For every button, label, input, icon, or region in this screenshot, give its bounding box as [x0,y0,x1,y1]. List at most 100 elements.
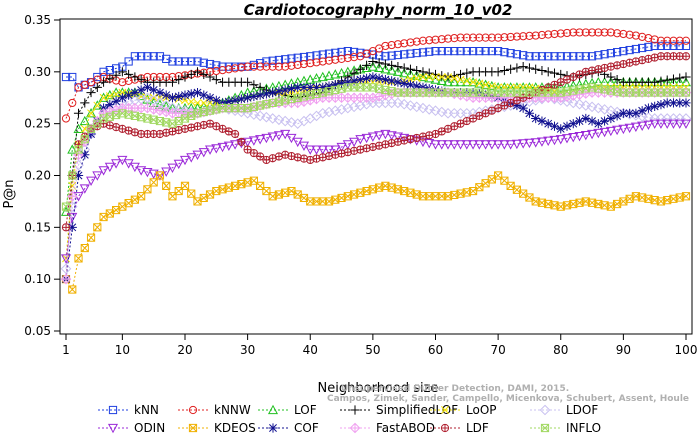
point-simplifiedlof [393,62,403,72]
point-cof [362,73,372,83]
point-knn [581,52,590,61]
point-knnw [675,36,684,45]
x-tick-label: 30 [240,343,255,357]
point-lof [323,70,335,80]
point-odin [261,133,272,144]
point-simplifiedlof [86,87,96,98]
point-cof [199,90,209,100]
point-simplifiedlof [493,67,503,77]
point-simplifiedlof [549,68,560,78]
point-kdeos [681,192,691,201]
point-odin [230,140,241,150]
point-ldof [298,115,310,127]
point-knn [437,47,446,56]
point-odin [98,166,109,176]
point-cof [637,106,647,116]
point-lof [574,79,585,89]
point-loop [469,78,478,87]
point-cof [280,85,290,95]
point-knn [425,47,434,56]
point-cof [130,87,140,98]
point-ldof [593,102,604,114]
point-odin [242,137,253,148]
point-inflo [681,88,691,97]
point-lof [399,67,410,78]
point-ldof [329,105,341,117]
point-simplifiedlof [543,67,553,77]
x-tick-label: 10 [115,343,130,357]
point-odin [518,139,529,149]
point-simplifiedlof [418,67,428,77]
point-cof [675,98,685,108]
point-simplifiedlof [675,73,685,83]
point-knn [600,50,609,59]
point-knnw [494,33,503,42]
point-knnw [606,28,615,37]
point-cof [211,95,221,105]
point-cof [512,100,522,111]
point-ldof [574,98,585,110]
point-simplifiedlof [405,64,416,74]
watermark-line-2: Campos, Zimek, Sander, Campello, Micenko… [327,394,689,404]
point-odin [574,132,585,142]
point-cof [336,78,347,89]
point-knn [500,48,509,57]
point-simplifiedlof [380,59,390,69]
point-odin [342,140,353,150]
point-ldof [267,113,278,124]
point-cof [268,87,278,98]
legend-marker-lof [267,404,279,415]
point-cof [650,101,660,111]
series-ldf [61,52,691,232]
point-loop [431,73,440,81]
point-odin [505,140,516,150]
point-ldof [142,92,153,104]
point-ldf [243,145,252,154]
legend-marker-ldf [440,423,450,433]
point-knnw [468,33,478,42]
point-simplifiedlof [387,60,397,70]
point-cof [568,119,578,129]
point-lof [593,76,604,87]
legend-label-knnw: kNNW [214,403,251,417]
point-simplifiedlof [117,67,127,77]
point-loop [199,98,208,107]
point-kdeos [180,181,190,190]
series-knn [61,41,691,92]
point-knn [519,51,528,60]
point-knnw [274,62,284,71]
point-cof [111,96,121,106]
point-knn [205,59,215,69]
point-simplifiedlof [98,77,109,87]
point-cof [393,77,403,87]
point-cof [518,103,528,113]
point-odin [211,144,222,154]
point-lof [518,82,529,92]
point-simplifiedlof [656,76,666,86]
point-odin [643,120,654,130]
point-knn [418,48,428,57]
point-knn [187,57,196,66]
point-odin [493,140,504,150]
point-simplifiedlof [249,80,259,90]
point-odin [167,163,178,173]
point-knnw [450,34,459,43]
point-knnw [650,35,659,44]
point-knn [124,57,133,66]
point-odin [92,171,103,181]
point-odin [336,142,347,153]
point-knn [268,56,277,65]
point-cof [318,82,328,92]
point-lof [361,62,372,73]
point-cof [186,89,196,99]
point-knnw [456,33,465,42]
point-lof [104,89,115,100]
point-odin [449,140,460,150]
point-odin [499,140,510,150]
point-odin [424,139,435,149]
point-lof [674,76,685,87]
legend-label-cof: COF [294,421,319,434]
point-cof [236,94,246,104]
point-loop [112,90,121,99]
x-tick-label: 70 [490,343,505,357]
